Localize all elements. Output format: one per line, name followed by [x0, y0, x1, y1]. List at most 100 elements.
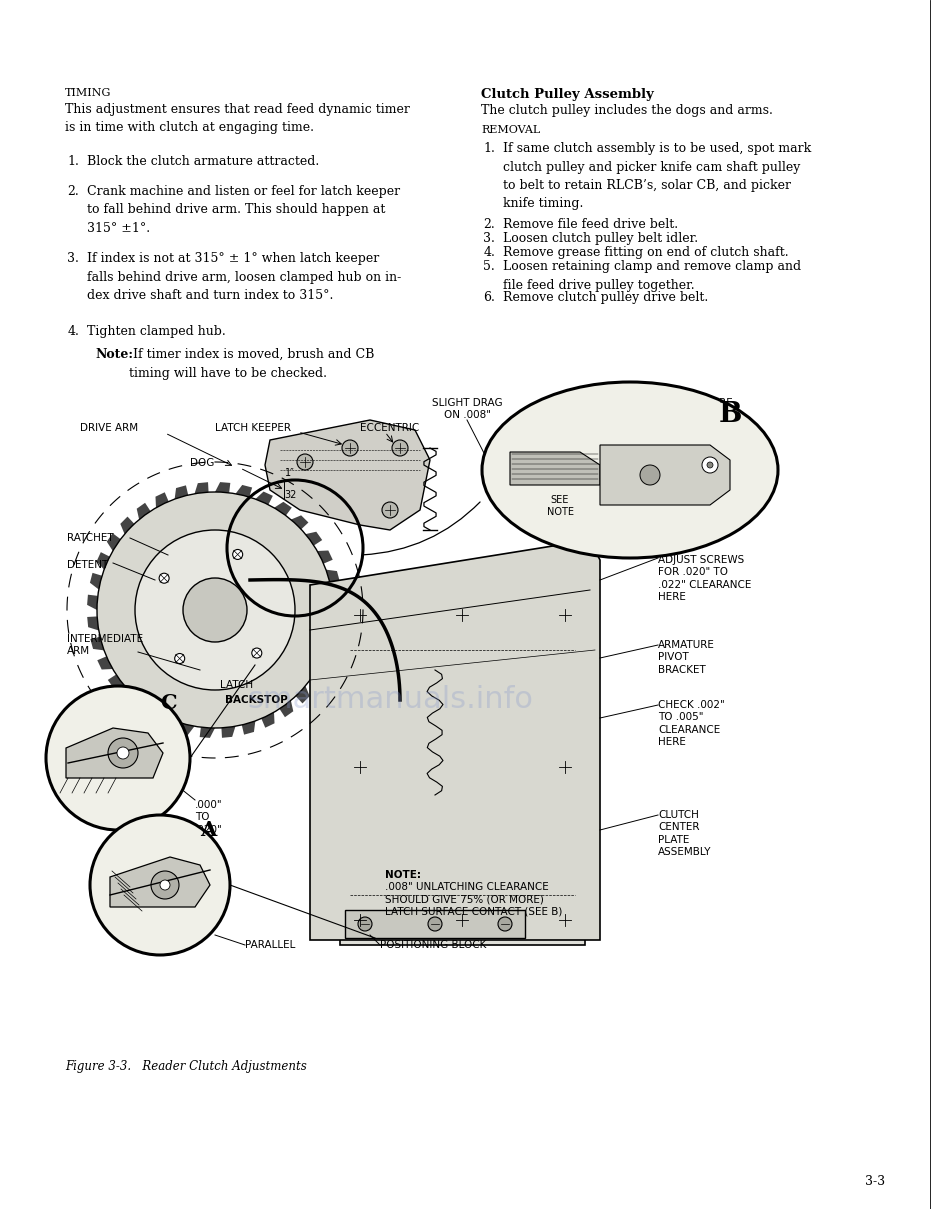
Circle shape: [556, 912, 574, 929]
Polygon shape: [325, 569, 340, 583]
Polygon shape: [310, 540, 600, 941]
Text: 3.: 3.: [483, 232, 495, 245]
Text: RATCHET: RATCHET: [67, 533, 114, 543]
Text: Remove clutch pulley drive belt.: Remove clutch pulley drive belt.: [503, 291, 709, 303]
Text: DETENT: DETENT: [67, 560, 108, 569]
Circle shape: [556, 758, 574, 776]
Polygon shape: [265, 420, 430, 530]
Circle shape: [46, 686, 190, 831]
Polygon shape: [90, 573, 102, 590]
Text: 2.: 2.: [483, 218, 495, 231]
Polygon shape: [195, 482, 208, 493]
Polygon shape: [321, 650, 333, 667]
Polygon shape: [290, 515, 308, 530]
Text: NOTE:: NOTE:: [385, 870, 421, 880]
Polygon shape: [331, 590, 342, 603]
Polygon shape: [600, 445, 730, 505]
Text: INTERMEDIATE
ARM: INTERMEDIATE ARM: [67, 634, 143, 656]
Polygon shape: [255, 492, 272, 504]
Text: 75% OR MORE
LATCH SURFACE: 75% OR MORE LATCH SURFACE: [654, 398, 737, 421]
Polygon shape: [261, 712, 274, 728]
Polygon shape: [274, 502, 291, 515]
Circle shape: [97, 492, 333, 728]
Text: A: A: [200, 820, 216, 840]
Circle shape: [453, 606, 471, 624]
Circle shape: [702, 457, 718, 473]
Text: SLIGHT DRAG
ON .008": SLIGHT DRAG ON .008": [431, 398, 502, 421]
Polygon shape: [138, 705, 156, 718]
Text: 1.: 1.: [67, 155, 79, 168]
Circle shape: [151, 870, 179, 899]
Circle shape: [351, 758, 369, 776]
Polygon shape: [215, 482, 230, 493]
Text: SEE
NOTE: SEE NOTE: [547, 494, 573, 516]
Polygon shape: [296, 686, 309, 704]
Text: If same clutch assembly is to be used, spot mark
clutch pulley and picker knife : If same clutch assembly is to be used, s…: [503, 141, 812, 210]
Polygon shape: [317, 550, 333, 563]
Text: PARALLEL: PARALLEL: [245, 941, 295, 950]
Circle shape: [428, 916, 442, 931]
Polygon shape: [178, 723, 195, 735]
Text: DRIVE ARM: DRIVE ARM: [80, 423, 138, 433]
Polygon shape: [122, 690, 139, 705]
Polygon shape: [332, 611, 342, 625]
Text: Tighten clamped hub.: Tighten clamped hub.: [87, 325, 226, 339]
Text: Loosen retaining clamp and remove clamp and
file feed drive pulley together.: Loosen retaining clamp and remove clamp …: [503, 260, 801, 291]
Text: 32: 32: [284, 490, 296, 501]
Circle shape: [556, 606, 574, 624]
Text: DOG: DOG: [190, 458, 215, 468]
Circle shape: [233, 549, 243, 560]
Text: smartmanuals.info: smartmanuals.info: [247, 686, 533, 715]
Polygon shape: [137, 503, 150, 520]
Polygon shape: [66, 728, 163, 779]
Circle shape: [351, 606, 369, 624]
FancyBboxPatch shape: [395, 655, 475, 810]
Text: Note:: Note:: [95, 348, 133, 361]
Text: TIMING: TIMING: [65, 88, 112, 98]
Text: If index is not at 315° ± 1° when latch keeper
falls behind drive arm, loosen cl: If index is not at 315° ± 1° when latch …: [87, 251, 401, 302]
Text: 1.: 1.: [483, 141, 495, 155]
Text: LATCH: LATCH: [220, 679, 254, 690]
Polygon shape: [309, 669, 324, 687]
Text: If timer index is moved, brush and CB
timing will have to be checked.: If timer index is moved, brush and CB ti…: [129, 348, 375, 380]
Circle shape: [175, 654, 184, 664]
Circle shape: [707, 462, 713, 468]
Circle shape: [498, 916, 512, 931]
Text: 6.: 6.: [483, 291, 495, 303]
Circle shape: [351, 912, 369, 929]
Text: ADJUST SCREWS
FOR .020" TO
.022" CLEARANCE
HERE: ADJUST SCREWS FOR .020" TO .022" CLEARAN…: [658, 555, 751, 602]
Circle shape: [453, 912, 471, 929]
Text: Figure 3-3.   Reader Clutch Adjustments: Figure 3-3. Reader Clutch Adjustments: [65, 1060, 307, 1074]
Circle shape: [135, 530, 295, 690]
Text: POSITIONING BLOCK: POSITIONING BLOCK: [380, 941, 486, 950]
Text: C: C: [160, 693, 176, 713]
Circle shape: [117, 747, 129, 759]
Text: REMOVAL: REMOVAL: [481, 125, 540, 135]
Polygon shape: [96, 553, 110, 569]
Polygon shape: [110, 857, 210, 907]
Text: Clutch Pulley Assembly: Clutch Pulley Assembly: [481, 88, 654, 102]
Text: .008" UNLATCHING CLEARANCE
SHOULD GIVE 75% (OR MORE)
LATCH SURFACE CONTACT (SEE : .008" UNLATCHING CLEARANCE SHOULD GIVE 7…: [385, 883, 562, 916]
Circle shape: [358, 916, 372, 931]
Circle shape: [90, 815, 230, 955]
Text: B: B: [718, 401, 742, 428]
Polygon shape: [175, 485, 188, 499]
Polygon shape: [108, 675, 125, 688]
Text: 3-3: 3-3: [865, 1175, 885, 1188]
Text: Loosen clutch pulley belt idler.: Loosen clutch pulley belt idler.: [503, 232, 698, 245]
Circle shape: [392, 440, 408, 456]
Text: Block the clutch armature attracted.: Block the clutch armature attracted.: [87, 155, 319, 168]
Circle shape: [159, 573, 169, 583]
Polygon shape: [236, 485, 253, 497]
Polygon shape: [242, 721, 255, 735]
Text: ECCENTRIC: ECCENTRIC: [360, 423, 419, 433]
Circle shape: [108, 737, 138, 768]
Polygon shape: [87, 595, 97, 611]
Polygon shape: [157, 716, 175, 729]
Text: LATCH KEEPER: LATCH KEEPER: [215, 423, 291, 433]
Text: Crank machine and listen or feel for latch keeper
to fall behind drive arm. This: Crank machine and listen or feel for lat…: [87, 185, 400, 235]
Circle shape: [160, 880, 170, 890]
Polygon shape: [120, 516, 134, 534]
Polygon shape: [200, 727, 215, 737]
Polygon shape: [155, 492, 168, 508]
